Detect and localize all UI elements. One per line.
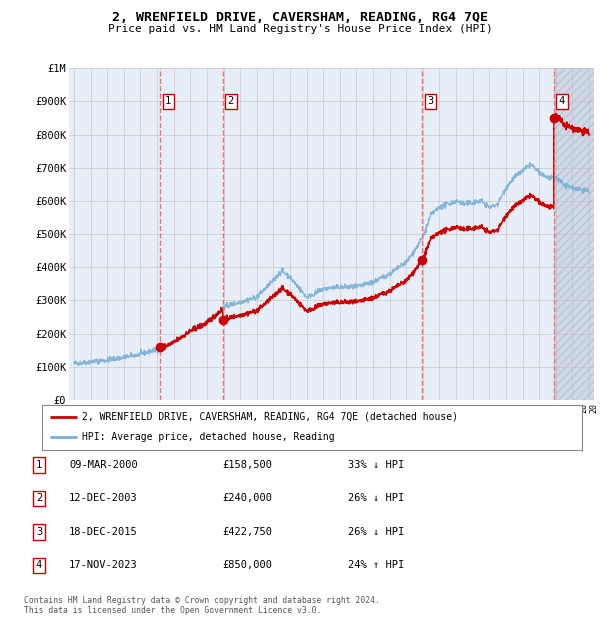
Text: £850,000: £850,000 xyxy=(222,560,272,570)
Text: 1: 1 xyxy=(165,96,172,107)
Text: £240,000: £240,000 xyxy=(222,494,272,503)
Text: 33% ↓ HPI: 33% ↓ HPI xyxy=(348,460,404,470)
Text: 24% ↑ HPI: 24% ↑ HPI xyxy=(348,560,404,570)
Text: 12-DEC-2003: 12-DEC-2003 xyxy=(69,494,138,503)
Text: 09-MAR-2000: 09-MAR-2000 xyxy=(69,460,138,470)
Text: 2, WRENFIELD DRIVE, CAVERSHAM, READING, RG4 7QE: 2, WRENFIELD DRIVE, CAVERSHAM, READING, … xyxy=(112,11,488,24)
Text: 17-NOV-2023: 17-NOV-2023 xyxy=(69,560,138,570)
Text: HPI: Average price, detached house, Reading: HPI: Average price, detached house, Read… xyxy=(83,432,335,443)
Text: £158,500: £158,500 xyxy=(222,460,272,470)
Text: 1: 1 xyxy=(36,460,42,470)
Bar xyxy=(554,68,594,400)
Text: 4: 4 xyxy=(559,96,565,107)
Text: 3: 3 xyxy=(427,96,433,107)
Text: Price paid vs. HM Land Registry's House Price Index (HPI): Price paid vs. HM Land Registry's House … xyxy=(107,24,493,33)
Text: 4: 4 xyxy=(36,560,42,570)
Text: 3: 3 xyxy=(36,527,42,537)
Text: 2: 2 xyxy=(227,96,234,107)
Text: £422,750: £422,750 xyxy=(222,527,272,537)
Text: Contains HM Land Registry data © Crown copyright and database right 2024.
This d: Contains HM Land Registry data © Crown c… xyxy=(24,596,380,615)
Text: 26% ↓ HPI: 26% ↓ HPI xyxy=(348,527,404,537)
Text: 18-DEC-2015: 18-DEC-2015 xyxy=(69,527,138,537)
Text: 26% ↓ HPI: 26% ↓ HPI xyxy=(348,494,404,503)
Text: 2: 2 xyxy=(36,494,42,503)
Text: 2, WRENFIELD DRIVE, CAVERSHAM, READING, RG4 7QE (detached house): 2, WRENFIELD DRIVE, CAVERSHAM, READING, … xyxy=(83,412,458,422)
